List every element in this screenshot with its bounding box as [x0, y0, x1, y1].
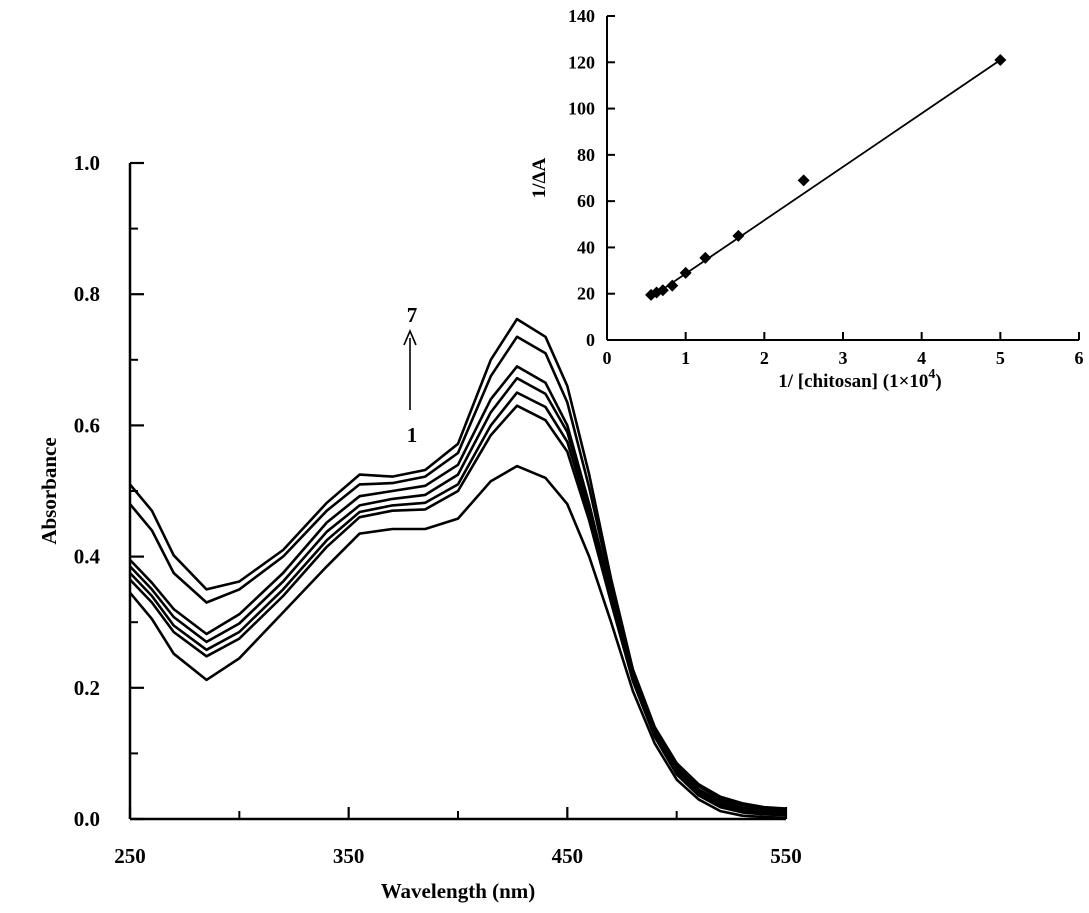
data-point [994, 53, 1007, 66]
main-y-axis-label: Absorbance [37, 437, 61, 544]
inset-x-tick-label: 2 [760, 348, 769, 368]
annotation-arrow-head [403, 328, 417, 346]
spectrum-curve-7 [129, 317, 787, 810]
spectrum-curve-2 [129, 404, 787, 817]
inset-y-tick-label: 40 [577, 237, 595, 257]
inset-x-label-sup: 4 [928, 367, 935, 382]
main-y-tick-label: 0.0 [74, 807, 100, 831]
inset-x-ticks: 0 1 2 3 4 5 6 [603, 332, 1084, 368]
inset-y-tick-label: 120 [568, 52, 595, 72]
main-curves [129, 317, 787, 819]
inset-y-tick-label: 80 [577, 145, 595, 165]
inset-x-tick-label: 3 [839, 348, 848, 368]
main-chart: 0.0 0.2 0.4 0.6 0.8 1.0 250 350 450 550 Waveleng… [37, 151, 802, 903]
spectrum-curve-4 [129, 376, 787, 814]
data-point [732, 229, 745, 242]
spectrum-curve-5 [129, 365, 787, 813]
inset-x-tick-label: 6 [1075, 348, 1084, 368]
inset-y-ticks: 0 20 40 60 80 100 120 140 [568, 6, 615, 350]
data-point [699, 251, 712, 264]
inset-points [645, 53, 1007, 301]
inset-x-tick-label: 4 [917, 348, 926, 368]
main-x-tick-label: 250 [114, 844, 146, 868]
data-point [797, 174, 810, 187]
inset-chart: 0 20 40 60 80 100 120 140 0 1 2 3 4 5 6 1/ΔA 1/ [chit… [529, 6, 1084, 392]
spectrum-curve-1 [129, 464, 787, 819]
spectrum-curve-3 [129, 391, 787, 816]
main-y-tick-label: 0.6 [74, 413, 100, 437]
inset-y-tick-label: 140 [568, 6, 595, 26]
data-point [666, 279, 679, 292]
main-y-ticks: 0.0 0.2 0.4 0.6 0.8 1.0 [74, 151, 144, 831]
inset-x-tick-label: 5 [996, 348, 1005, 368]
inset-y-tick-label: 20 [577, 284, 595, 304]
inset-y-tick-label: 100 [568, 99, 595, 119]
main-x-tick-label: 350 [333, 844, 365, 868]
inset-x-tick-label: 0 [603, 348, 612, 368]
annotation-top-label: 7 [407, 303, 418, 327]
inset-x-tick-label: 1 [681, 348, 690, 368]
main-x-ticks: 250 350 450 550 [114, 807, 802, 868]
main-y-tick-label: 0.2 [74, 676, 100, 700]
main-x-tick-label: 450 [552, 844, 584, 868]
data-point [679, 266, 692, 279]
inset-y-axis-label: 1/ΔA [529, 158, 550, 199]
inset-y-tick-label: 0 [586, 330, 595, 350]
annotation-bottom-label: 1 [407, 423, 418, 447]
spectrum-curve-6 [129, 335, 787, 812]
main-x-axis-label: Wavelength (nm) [381, 879, 536, 903]
main-y-tick-label: 0.8 [74, 282, 100, 306]
inset-x-label-end: ) [935, 371, 941, 392]
inset-x-label-main: 1/ [chitosan] (1×10 [778, 371, 928, 392]
main-x-tick-label: 550 [770, 844, 802, 868]
data-point [656, 284, 669, 297]
main-y-tick-label: 1.0 [74, 151, 100, 175]
inset-y-tick-label: 60 [577, 191, 595, 211]
main-y-tick-label: 0.4 [74, 545, 101, 569]
curve-order-annotation: 7 1 [403, 303, 418, 447]
inset-x-axis-label: 1/ [chitosan] (1×104) [778, 367, 941, 392]
